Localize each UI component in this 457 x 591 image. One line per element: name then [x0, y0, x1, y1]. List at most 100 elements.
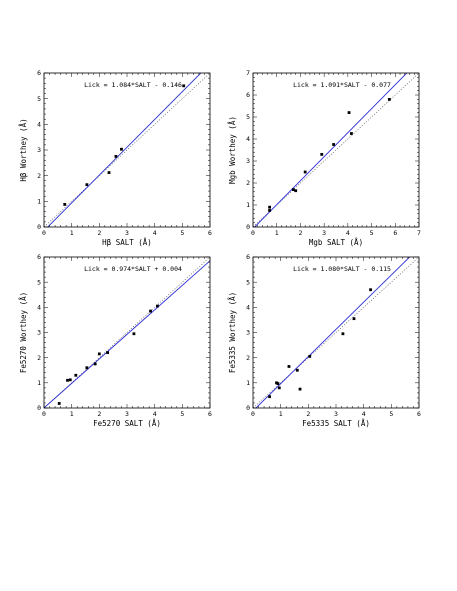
data-point — [350, 132, 353, 135]
y-axis-label: Fe5270 Worthey (Å) — [19, 292, 28, 373]
data-point — [149, 309, 152, 313]
y-tick-label: 1 — [37, 198, 41, 206]
y-tick-label: 3 — [246, 157, 250, 165]
y-axis-label: Hβ Worthey (Å) — [19, 118, 28, 181]
data-point — [291, 188, 295, 191]
data-point — [68, 378, 72, 382]
y-tick-label: 4 — [37, 304, 41, 312]
fit-equation: Lick = 1.084*SALT - 0.146 — [84, 81, 182, 89]
one-to-one-line — [44, 73, 210, 227]
x-tick-label: 7 — [417, 229, 421, 237]
data-point — [107, 171, 111, 174]
x-tick-label: 3 — [125, 410, 129, 418]
data-point — [156, 304, 159, 308]
data-point — [93, 362, 97, 366]
data-point — [295, 368, 299, 372]
data-point — [114, 155, 118, 158]
y-tick-label: 3 — [37, 329, 41, 337]
x-tick-label: 6 — [208, 229, 212, 237]
y-tick-label: 2 — [246, 354, 250, 362]
x-tick-label: 1 — [70, 229, 74, 237]
y-axis-label: Mgb Worthey (Å) — [228, 116, 237, 184]
x-tick-label: 2 — [97, 410, 101, 418]
x-axis-label: Fe5335 SALT (Å) — [302, 419, 370, 428]
data-point — [268, 209, 271, 212]
data-point — [347, 111, 351, 114]
panel-3: 0 1 2 3 4 5 6 0 1 2 3 4 5 6 Fe5270 SALT (Å) Fe5270 Wort… — [19, 253, 212, 428]
one-to-one-line — [253, 257, 419, 408]
x-tick-label: 4 — [362, 410, 366, 418]
y-tick-label: 2 — [246, 179, 250, 187]
y-tick-label: 2 — [37, 172, 41, 180]
y-tick-label: 1 — [246, 379, 250, 387]
data-point — [287, 365, 291, 368]
y-tick-label: 0 — [37, 404, 41, 412]
data-point — [308, 355, 312, 358]
x-tick-label: 6 — [208, 410, 212, 418]
x-tick-label: 5 — [180, 229, 184, 237]
x-tick-label: 2 — [97, 229, 101, 237]
x-tick-label: 5 — [180, 410, 184, 418]
y-tick-label: 5 — [37, 95, 41, 103]
data-point — [352, 317, 356, 321]
y-tick-label: 4 — [37, 121, 41, 129]
x-tick-label: 0 — [42, 229, 46, 237]
x-tick-label: 0 — [42, 410, 46, 418]
x-tick-label: 2 — [306, 410, 310, 418]
data-point — [66, 378, 69, 382]
data-point — [341, 332, 345, 336]
fit-line — [47, 73, 202, 227]
one-to-one-line — [253, 73, 419, 227]
x-tick-label: 0 — [251, 410, 255, 418]
y-tick-label: 0 — [246, 404, 250, 412]
x-tick-label: 4 — [153, 229, 157, 237]
x-tick-label: 6 — [417, 410, 421, 418]
x-tick-label: 6 — [393, 229, 397, 237]
y-tick-label: 3 — [37, 146, 41, 154]
y-tick-label: 5 — [37, 278, 41, 286]
panel-1: 0 1 2 3 4 5 6 0 1 2 3 4 5 6 Hβ SALT (Å) Hβ Worthey (Å) L… — [19, 69, 212, 247]
plot-frame — [252, 72, 420, 228]
y-tick-label: 6 — [37, 69, 41, 77]
data-point — [97, 352, 101, 356]
x-tick-label: 2 — [298, 229, 302, 237]
y-tick-label: 6 — [246, 253, 250, 261]
x-tick-label: 1 — [279, 410, 283, 418]
data-point — [320, 153, 324, 156]
x-axis-label: Mgb SALT (Å) — [309, 238, 363, 247]
data-point — [294, 189, 298, 193]
data-point — [132, 332, 136, 336]
data-point — [268, 395, 271, 399]
panel-4: 0 1 2 3 4 5 6 0 1 2 3 4 5 6 Fe5335 SALT (Å) Fe5335 Wort… — [228, 253, 421, 428]
fit-equation: Lick = 0.974*SALT + 0.004 — [84, 265, 182, 273]
x-tick-label: 1 — [275, 229, 279, 237]
x-tick-label: 3 — [125, 229, 129, 237]
x-tick-label: 4 — [153, 410, 157, 418]
y-tick-label: 1 — [37, 379, 41, 387]
y-axis-label: Fe5335 Worthey (Å) — [228, 292, 237, 373]
fit-equation: Lick = 1.080*SALT - 0.115 — [293, 265, 391, 273]
data-point — [298, 387, 302, 391]
data-point — [303, 170, 307, 174]
data-point — [57, 402, 61, 405]
x-tick-label: 4 — [346, 229, 350, 237]
data-point — [74, 373, 78, 377]
data-point — [387, 98, 391, 101]
data-point — [268, 205, 271, 209]
fit-line — [44, 260, 210, 408]
y-tick-label: 7 — [246, 69, 250, 77]
data-point — [120, 147, 123, 151]
x-tick-label: 5 — [389, 410, 393, 418]
data-point — [369, 288, 372, 292]
data-point — [106, 351, 110, 355]
y-tick-label: 4 — [246, 304, 250, 312]
x-axis-label: Hβ SALT (Å) — [102, 238, 152, 247]
fit-line — [254, 73, 408, 227]
y-tick-label: 0 — [37, 223, 41, 231]
x-tick-label: 1 — [70, 410, 74, 418]
y-tick-label: 5 — [246, 113, 250, 121]
y-tick-label: 6 — [37, 253, 41, 261]
y-tick-label: 4 — [246, 135, 250, 143]
x-tick-label: 0 — [251, 229, 255, 237]
